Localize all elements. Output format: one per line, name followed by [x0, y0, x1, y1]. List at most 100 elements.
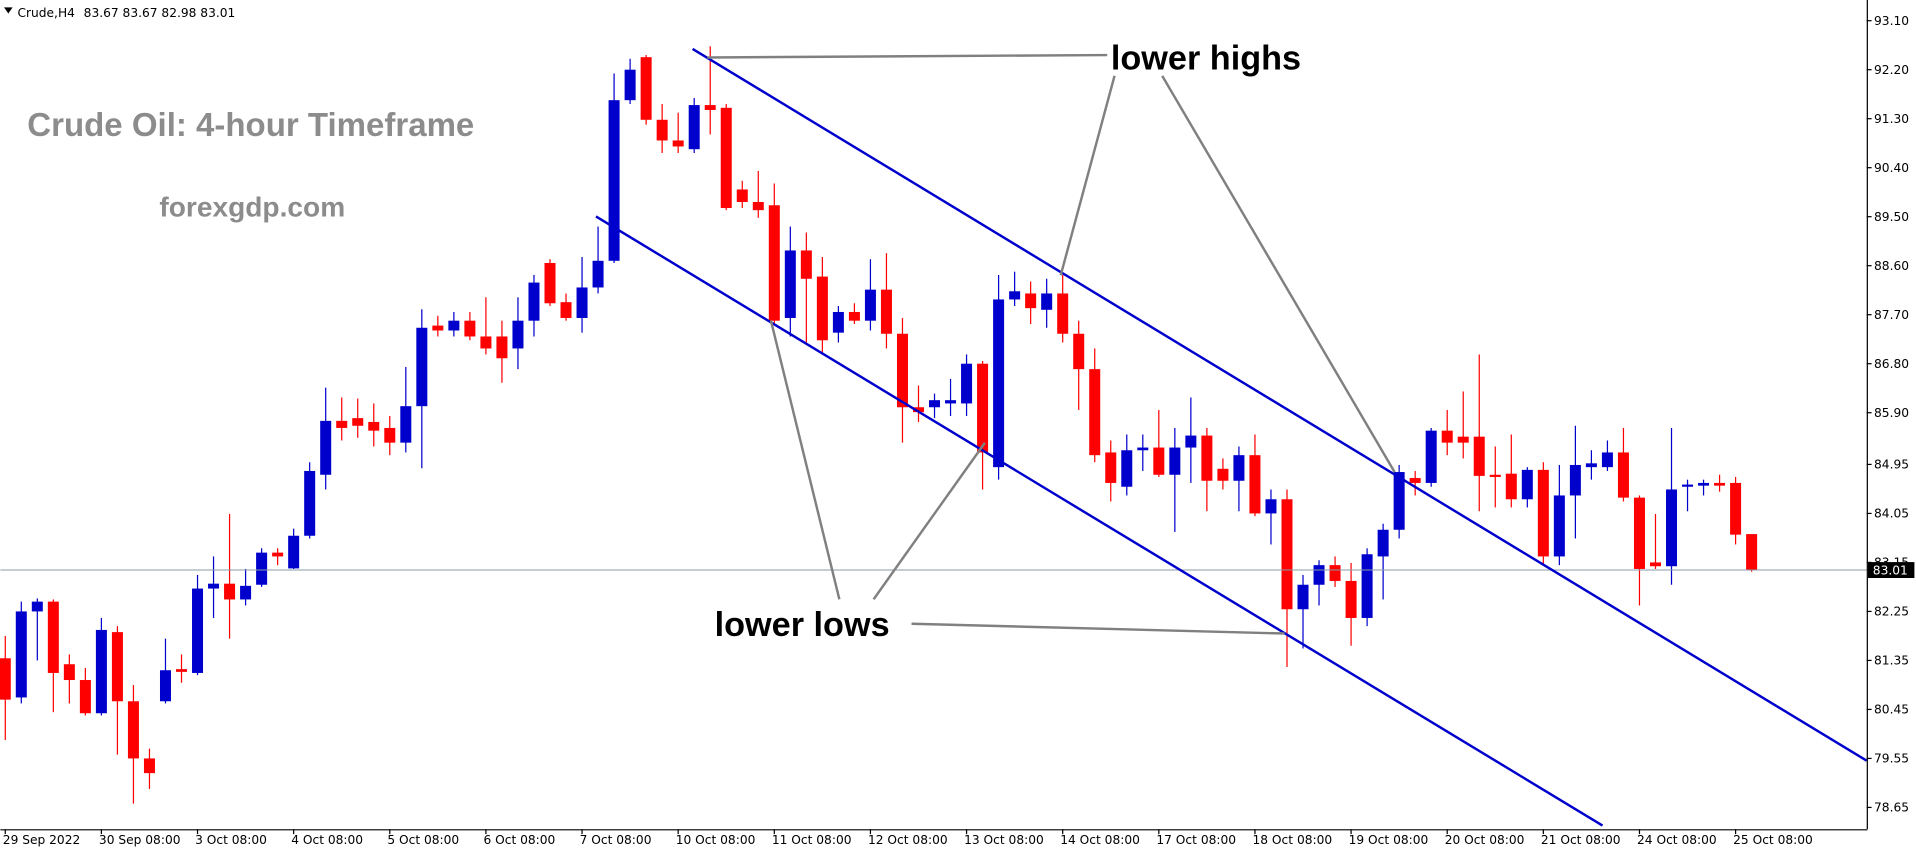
candle-body	[95, 629, 107, 714]
candle-body	[1377, 529, 1389, 557]
y-tick-label: 84.05	[1874, 507, 1909, 521]
last-price-label: 83.01	[1873, 563, 1908, 577]
pointer	[872, 442, 986, 600]
candle-body	[864, 289, 876, 321]
candle-body	[31, 601, 43, 612]
candle-body	[576, 287, 588, 318]
candle-body	[1746, 534, 1758, 571]
candle-body	[784, 250, 796, 318]
candle-body	[1585, 463, 1597, 468]
x-tick-label: 12 Oct 08:00	[868, 833, 948, 847]
x-tick-label: 13 Oct 08:00	[964, 833, 1044, 847]
last-price-box	[1867, 562, 1915, 578]
last-price-tag: 83.01	[1867, 562, 1915, 578]
candle-body	[1553, 495, 1565, 557]
candle-body	[176, 669, 188, 672]
candle-body	[1073, 333, 1085, 370]
candle-body	[656, 119, 668, 141]
candle-body	[704, 105, 716, 110]
candle-body	[159, 670, 171, 702]
candle-body	[1425, 430, 1437, 483]
x-tick-label: 3 Oct 08:00	[195, 833, 267, 847]
candle-body	[320, 420, 332, 475]
candle-body	[111, 632, 123, 702]
candle-body	[208, 583, 220, 589]
candle-body	[1714, 482, 1726, 486]
chart-subtitle: forexgdp.com	[159, 191, 345, 222]
candle-body	[1457, 436, 1469, 443]
pointer	[911, 622, 1285, 635]
y-tick-label: 93.10	[1874, 14, 1909, 28]
candle-body	[560, 302, 572, 318]
y-tick-label: 84.95	[1874, 458, 1909, 472]
candle-body	[608, 100, 620, 261]
x-tick-label: 19 Oct 08:00	[1349, 833, 1429, 847]
y-tick-label: 90.40	[1874, 161, 1909, 175]
candle-body	[1185, 435, 1197, 448]
candle-body	[79, 680, 91, 714]
header-value: 82.98	[161, 6, 196, 20]
candle-body	[624, 69, 636, 101]
candle-body	[672, 140, 684, 147]
candle-body	[448, 320, 460, 331]
candle-body	[993, 299, 1005, 468]
candle-body	[1329, 565, 1341, 581]
candle-body	[224, 583, 236, 600]
candle-body	[1249, 455, 1261, 514]
candle-body	[0, 658, 11, 700]
candle-body	[512, 320, 524, 349]
candle-body	[63, 664, 75, 681]
header-value: 83.67	[84, 6, 119, 20]
y-tick-label: 82.25	[1874, 605, 1909, 619]
candle-body	[1345, 580, 1357, 618]
candle-body	[912, 407, 924, 413]
chart-header: Crude,H4 83.67 83.67 82.98 83.01	[17, 6, 235, 20]
x-tick-label: 20 Oct 08:00	[1445, 833, 1525, 847]
candle-body	[848, 311, 860, 321]
candle-body	[1730, 482, 1742, 535]
y-tick-label: 87.70	[1874, 308, 1909, 322]
channel-lower	[595, 215, 1604, 827]
candle-body	[1409, 478, 1421, 483]
candle-body	[336, 420, 348, 428]
x-tick-label: 7 Oct 08:00	[580, 833, 652, 847]
candle-body	[1649, 562, 1661, 567]
x-tick-label: 6 Oct 08:00	[483, 833, 555, 847]
candle-body	[1041, 293, 1053, 310]
header-value: 83.01	[200, 6, 235, 20]
menu-arrow[interactable]	[4, 7, 13, 14]
x-tick-label: 18 Oct 08:00	[1253, 833, 1333, 847]
x-tick-label: 10 Oct 08:00	[676, 833, 756, 847]
candle-body	[400, 406, 412, 443]
channel-upper	[691, 47, 1868, 762]
candle-body	[1297, 584, 1309, 610]
candle-body	[143, 758, 155, 774]
candle-body	[272, 552, 284, 557]
candle-body	[47, 601, 59, 673]
candle-body	[304, 470, 316, 536]
candle-body	[1633, 497, 1645, 569]
pointer	[707, 53, 1108, 59]
candle-body	[1601, 452, 1613, 468]
y-tick-label: 79.55	[1874, 752, 1909, 766]
candle-body	[1169, 447, 1181, 475]
x-tick-label: 29 Sep 2022	[3, 833, 80, 847]
candle-body	[1361, 554, 1373, 618]
candle-body	[1441, 430, 1453, 443]
candle-body	[192, 588, 204, 673]
candle-body	[1682, 484, 1694, 487]
candle-body	[368, 421, 380, 431]
candle-body	[977, 363, 989, 453]
y-tick-label: 80.45	[1874, 703, 1909, 717]
chart-title: Crude Oil: 4-hour Timeframe	[27, 106, 474, 143]
pointer	[769, 320, 841, 600]
candle-body	[432, 325, 444, 331]
candle-body	[736, 189, 748, 202]
candle-body	[544, 262, 556, 304]
drawings	[595, 47, 1868, 827]
candle-body	[1201, 435, 1213, 481]
candle-body	[1698, 482, 1710, 486]
candle-body	[1121, 450, 1133, 487]
